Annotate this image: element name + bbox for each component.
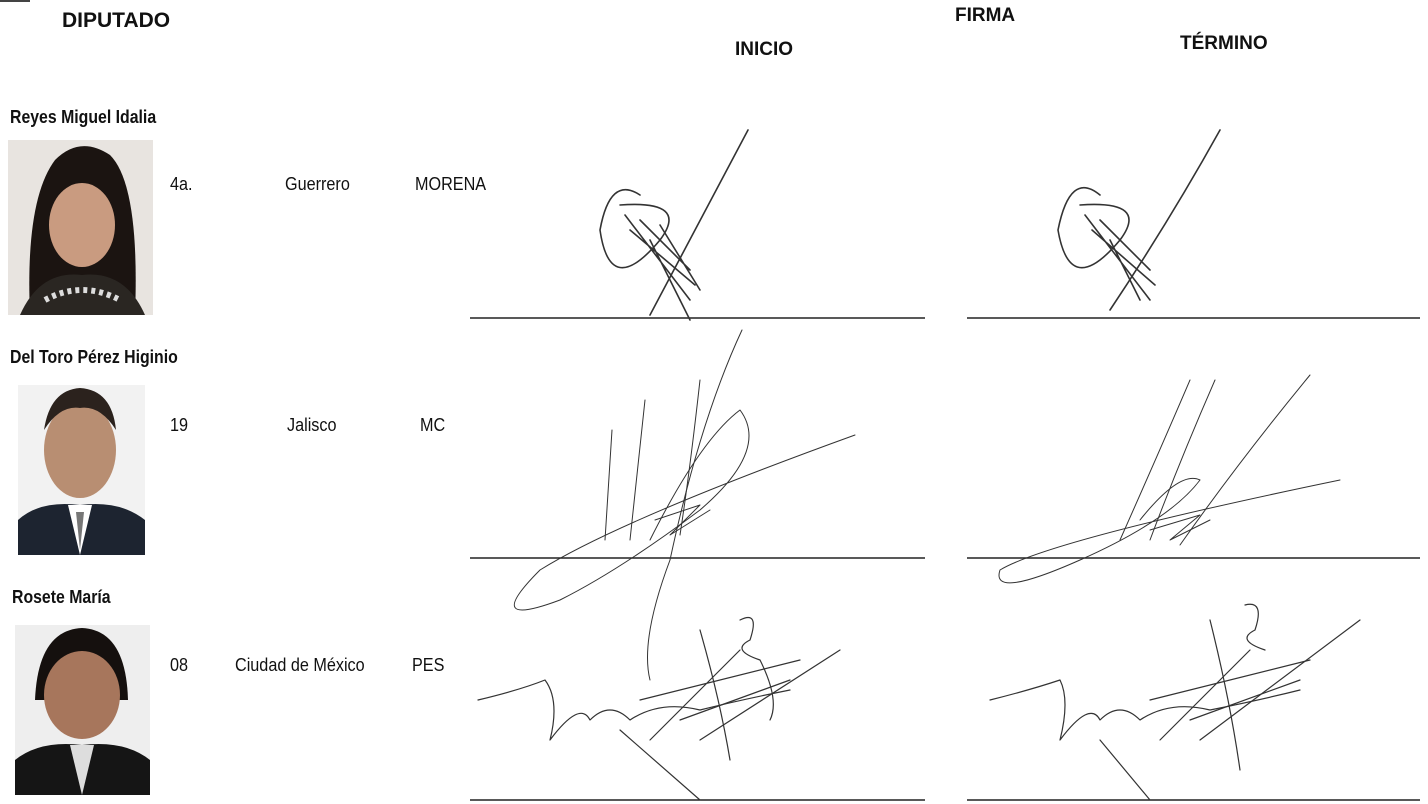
photo: [18, 385, 145, 555]
column-header: INICIO: [735, 39, 794, 60]
state: Jalisco: [287, 415, 337, 435]
column-header: FIRMA: [955, 5, 1016, 26]
photo: [15, 625, 150, 795]
signature: [599, 129, 749, 321]
state: Guerrero: [285, 174, 350, 194]
column-header: TÉRMINO: [1180, 33, 1268, 54]
state: Ciudad de México: [235, 655, 365, 675]
column-header: DIPUTADO: [62, 9, 171, 32]
party: MORENA: [415, 174, 487, 194]
member-name: Rosete María: [12, 587, 111, 607]
district: 19: [170, 415, 189, 435]
party: PES: [412, 655, 445, 675]
signature: [1057, 129, 1221, 311]
district: 4a.: [170, 174, 193, 194]
party: MC: [420, 415, 446, 435]
photo: [8, 140, 153, 315]
signature-lines: [470, 317, 1420, 801]
signature: [513, 329, 856, 681]
member-name: Reyes Miguel Idalia: [10, 107, 157, 127]
signature: [998, 374, 1341, 584]
signature: [989, 603, 1361, 801]
signature: [477, 616, 841, 801]
district: 08: [170, 655, 189, 675]
member-name: Del Toro Pérez Higinio: [10, 347, 178, 367]
